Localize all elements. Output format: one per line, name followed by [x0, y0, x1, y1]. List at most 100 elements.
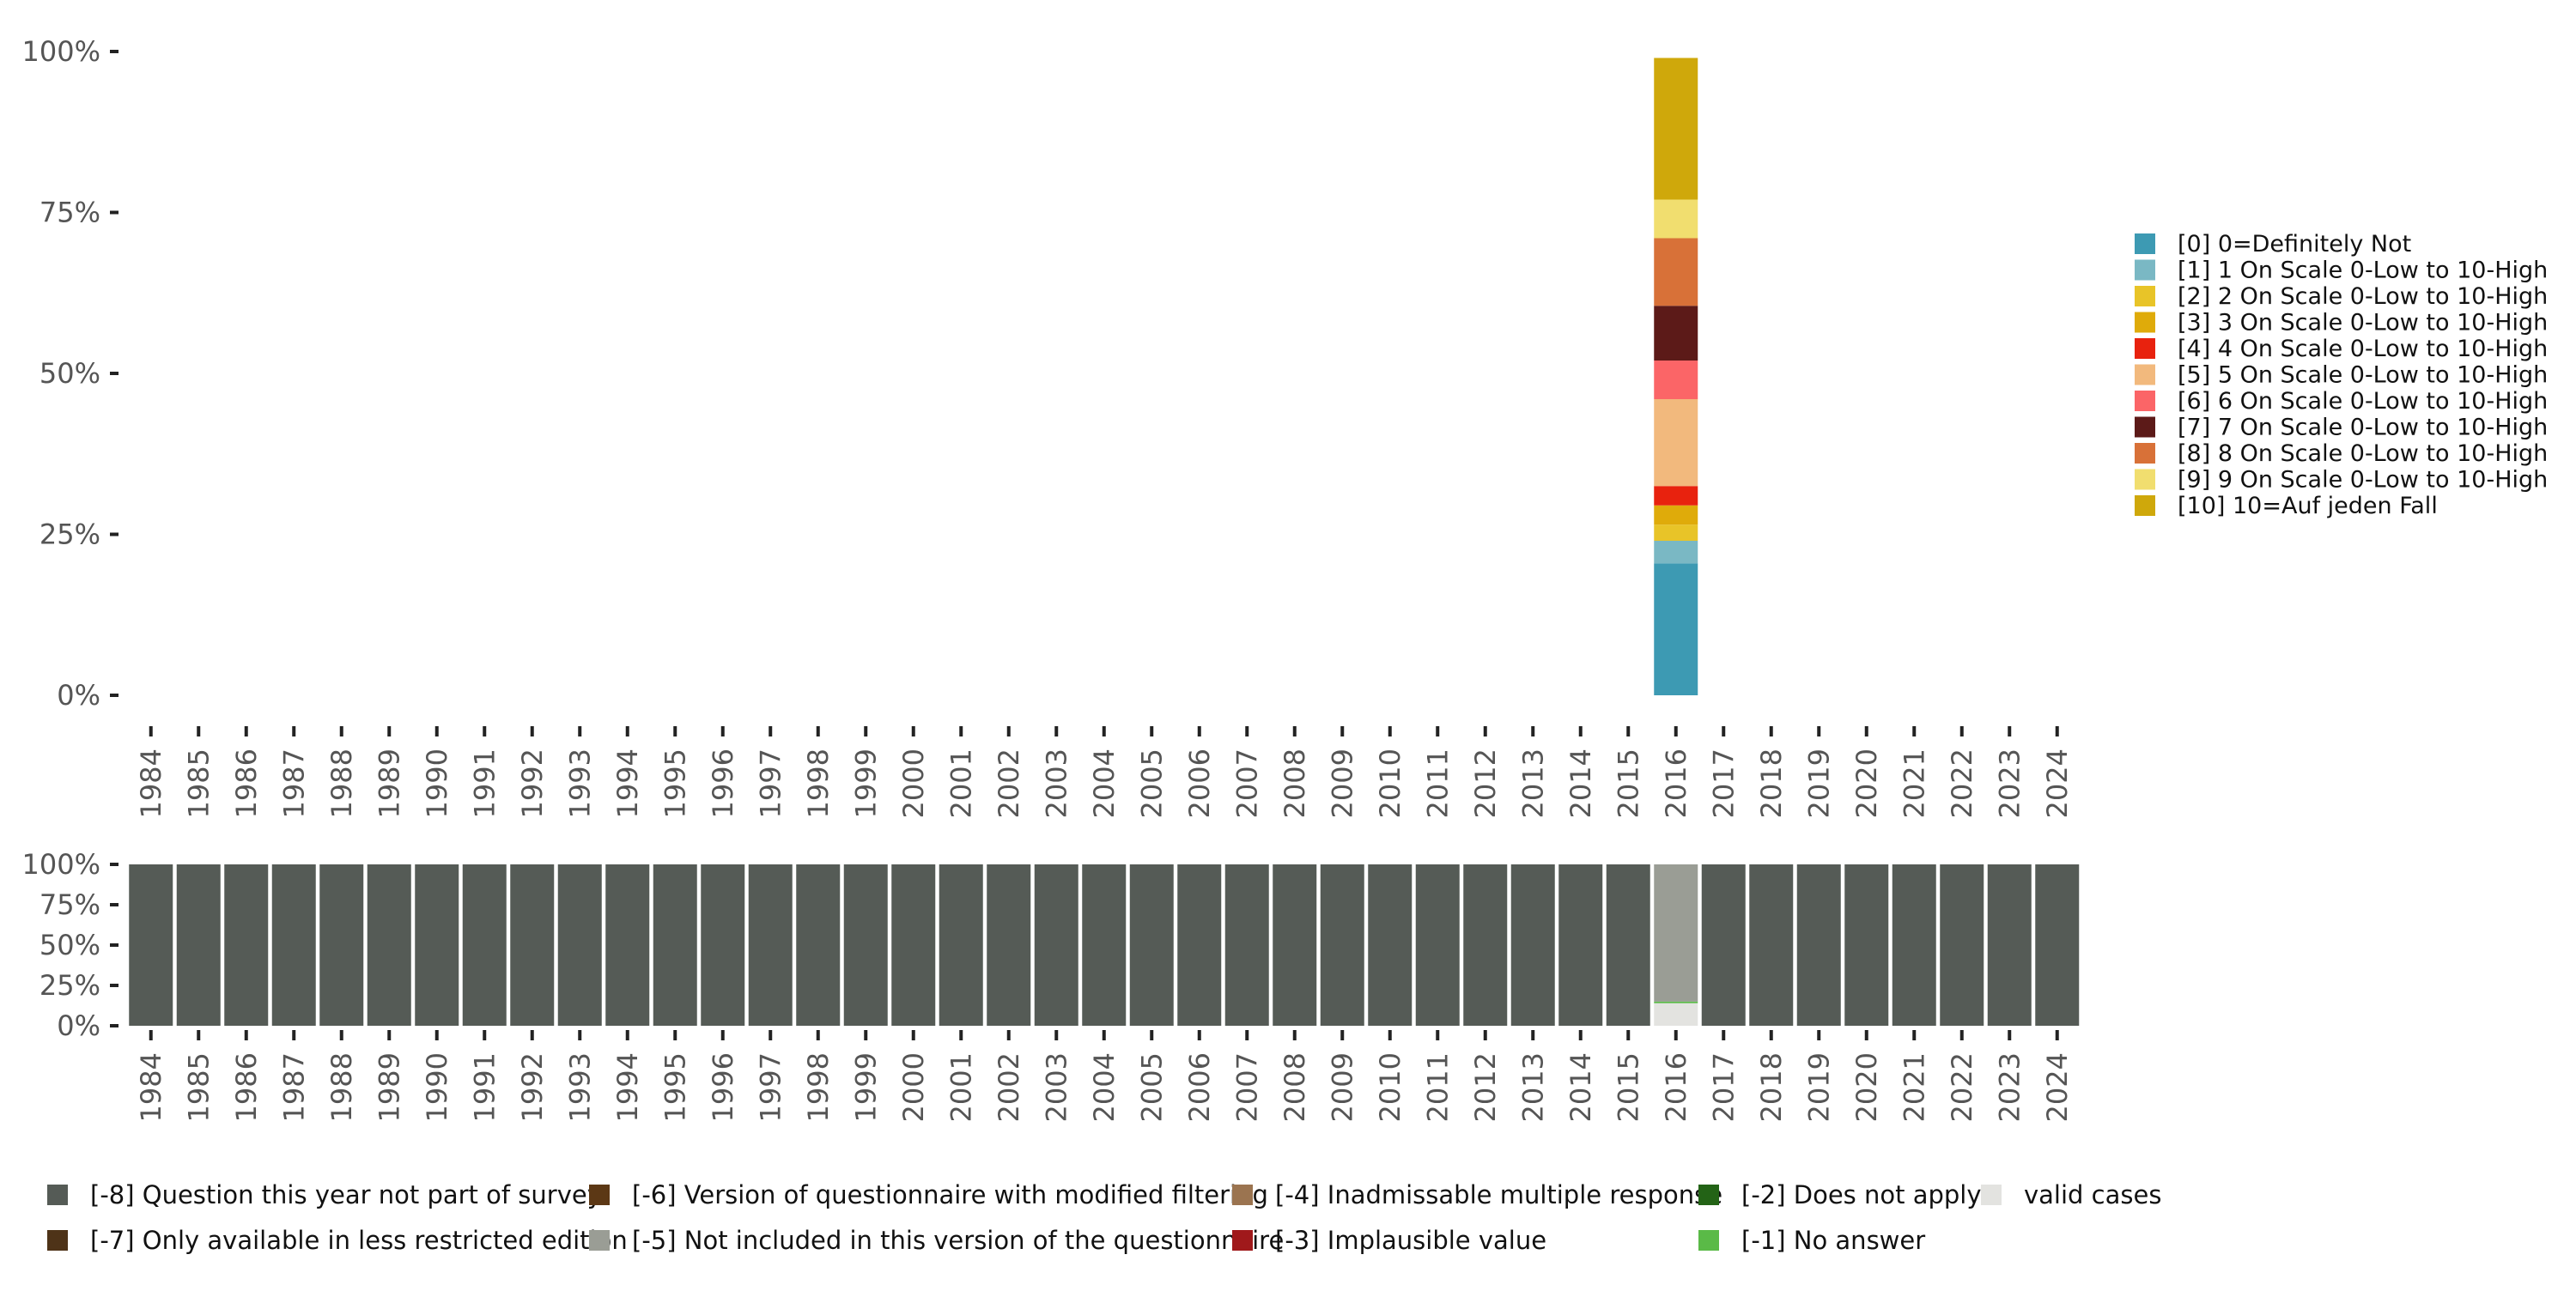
x-tick-label: 2001 [945, 749, 977, 818]
bar-segment [1892, 864, 1936, 1026]
legend-label: [8] 8 On Scale 0-Low to 10-High [2178, 440, 2548, 467]
legend-swatch [2135, 233, 2155, 254]
bar-segment [1654, 486, 1698, 506]
x-tick-label: 2019 [1802, 1052, 1835, 1122]
x-tick-label: 1990 [421, 1052, 453, 1122]
x-tick-label: 2011 [1421, 1052, 1454, 1122]
legend-swatch [1232, 1230, 1253, 1251]
x-tick-label: 2007 [1230, 749, 1263, 818]
x-tick-label: 2009 [1326, 749, 1358, 818]
x-tick-label: 2005 [1135, 1052, 1168, 1122]
legend-label: [6] 6 On Scale 0-Low to 10-High [2178, 388, 2548, 415]
bar-segment [1082, 864, 1127, 1026]
x-tick-label: 2021 [1898, 749, 1930, 818]
bar-segment [1654, 563, 1698, 695]
bar-segment [176, 864, 221, 1026]
legend-swatch [1698, 1230, 1719, 1251]
bar-segment [1654, 541, 1698, 564]
x-tick-label: 1993 [563, 1052, 596, 1122]
x-tick-label: 2006 [1183, 1052, 1216, 1122]
legend-swatch [2135, 416, 2155, 438]
bar-segment [1558, 864, 1603, 1026]
x-tick-label: 2016 [1660, 749, 1692, 818]
bar-segment [843, 864, 888, 1026]
y-tick-label: 50% [39, 929, 100, 961]
x-tick-label: 2018 [1755, 749, 1788, 818]
x-tick-label: 2000 [897, 749, 930, 818]
x-tick-label: 1999 [849, 1052, 882, 1122]
x-tick-label: 1986 [230, 1052, 263, 1122]
y-tick-label: 0% [57, 1009, 100, 1042]
x-tick-label: 2010 [1374, 1052, 1406, 1122]
x-tick-label: 1988 [325, 749, 358, 818]
x-tick-label: 2013 [1516, 1052, 1549, 1122]
x-tick-label: 2010 [1374, 749, 1406, 818]
bar-segment [1654, 864, 1698, 1002]
legend-swatch [2135, 259, 2155, 281]
bar-segment [1749, 864, 1794, 1026]
bar-segment [1129, 864, 1174, 1026]
x-tick-label: 1994 [611, 749, 644, 818]
x-tick-label: 1995 [659, 749, 691, 818]
bar-segment [415, 864, 459, 1026]
x-tick-label: 1998 [802, 1052, 835, 1122]
bar-segment [1415, 864, 1460, 1026]
bar-segment [224, 864, 269, 1026]
bar-segment [1510, 864, 1555, 1026]
legend-label: [-3] Implausible value [1275, 1226, 1546, 1255]
x-tick-label: 2012 [1469, 749, 1502, 818]
legend-label: [-6] Version of questionnaire with modif… [632, 1180, 1268, 1209]
bar-segment [1606, 864, 1650, 1026]
x-tick-label: 1989 [373, 749, 405, 818]
x-tick-label: 1991 [468, 1052, 501, 1122]
x-tick-label: 1996 [707, 1052, 739, 1122]
x-tick-label: 1998 [802, 749, 835, 818]
x-tick-label: 2004 [1088, 1052, 1121, 1122]
x-tick-label: 2013 [1516, 749, 1549, 818]
bar-segment [1654, 361, 1698, 399]
bar-segment [939, 864, 983, 1026]
x-tick-label: 1989 [373, 1052, 405, 1122]
bar-segment [1654, 1001, 1698, 1003]
bar-segment [987, 864, 1031, 1026]
x-tick-label: 2011 [1421, 749, 1454, 818]
bar-segment [1224, 864, 1269, 1026]
legend-swatch [2135, 391, 2155, 411]
x-tick-label: 2019 [1802, 749, 1835, 818]
x-tick-label: 2015 [1612, 1052, 1644, 1122]
legend-swatch [1232, 1185, 1253, 1205]
bar-segment [1368, 864, 1413, 1026]
bar-segment [557, 864, 602, 1026]
x-tick-label: 2020 [1850, 749, 1883, 818]
legend-swatch [589, 1230, 610, 1251]
legend-label: [-4] Inadmissable multiple response [1275, 1180, 1722, 1209]
y-tick-label: 25% [39, 969, 100, 1002]
x-tick-label: 2022 [1946, 749, 1978, 818]
legend-label: [0] 0=Definitely Not [2178, 231, 2411, 258]
legend-swatch [2135, 443, 2155, 464]
x-tick-label: 1986 [230, 749, 263, 818]
bar-segment [2035, 864, 2080, 1026]
bar-segment [1654, 1003, 1698, 1026]
x-tick-label: 2024 [2041, 749, 2074, 818]
x-tick-label: 2020 [1850, 1052, 1883, 1122]
x-tick-label: 2004 [1088, 749, 1121, 818]
x-tick-label: 2014 [1564, 1052, 1597, 1122]
x-tick-label: 2003 [1040, 749, 1072, 818]
x-tick-label: 2005 [1135, 749, 1168, 818]
x-tick-label: 1997 [754, 749, 787, 818]
bar-segment [748, 864, 793, 1026]
x-tick-label: 2008 [1279, 749, 1311, 818]
x-tick-label: 2008 [1279, 1052, 1311, 1122]
x-tick-label: 1992 [516, 1052, 549, 1122]
x-tick-label: 2003 [1040, 1052, 1072, 1122]
x-tick-label: 2023 [1993, 1052, 2026, 1122]
x-tick-label: 2018 [1755, 1052, 1788, 1122]
x-tick-label: 2002 [993, 1052, 1025, 1122]
bar-segment [1034, 864, 1078, 1026]
legend-label: [-2] Does not apply [1741, 1180, 1982, 1209]
x-tick-label: 1984 [135, 1052, 167, 1122]
bar-segment [1654, 524, 1698, 541]
x-tick-label: 1996 [707, 749, 739, 818]
